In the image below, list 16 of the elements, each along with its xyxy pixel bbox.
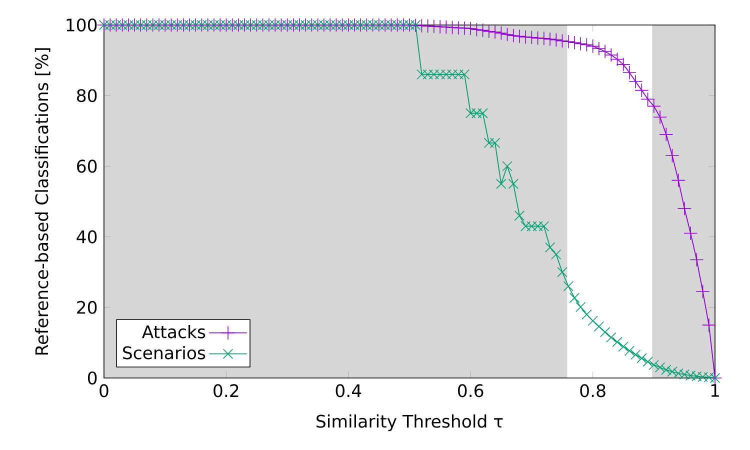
x-tick-label: 0	[100, 384, 108, 398]
y-tick-label: 60	[77, 160, 97, 173]
y-tick-label: 100	[66, 18, 97, 32]
x-tick-label: 0.4	[336, 384, 362, 398]
legend-label: Attacks	[142, 324, 206, 338]
legend-label: Scenarios	[123, 346, 206, 360]
x-tick-label: 0.8	[580, 384, 606, 398]
y-tick-label: 0	[88, 371, 97, 385]
x-tick-label: 1	[711, 384, 719, 397]
x-axis-title: Similarity Threshold τ	[316, 414, 503, 432]
y-axis-title: Reference-based Classifications [%]	[34, 48, 50, 355]
x-tick-label: 0.2	[214, 384, 238, 398]
x-tick-label: 0.6	[458, 384, 484, 398]
y-tick-label: 80	[77, 89, 97, 102]
y-tick-label: 20	[77, 300, 97, 314]
y-tick-label: 40	[76, 230, 97, 244]
